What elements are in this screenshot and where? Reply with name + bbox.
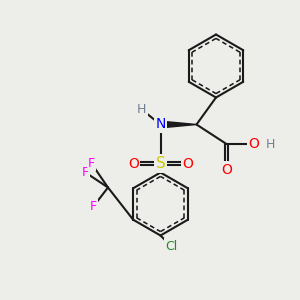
Text: F: F — [82, 166, 89, 179]
Text: O: O — [221, 163, 232, 176]
Text: Cl: Cl — [165, 239, 177, 253]
Text: H: H — [137, 103, 146, 116]
Polygon shape — [158, 121, 196, 128]
Text: O: O — [128, 157, 139, 170]
Text: H: H — [265, 137, 275, 151]
Text: F: F — [89, 200, 97, 214]
Text: O: O — [248, 137, 259, 151]
Text: N: N — [155, 118, 166, 131]
Text: S: S — [156, 156, 165, 171]
Text: F: F — [88, 157, 95, 170]
Text: O: O — [182, 157, 193, 170]
